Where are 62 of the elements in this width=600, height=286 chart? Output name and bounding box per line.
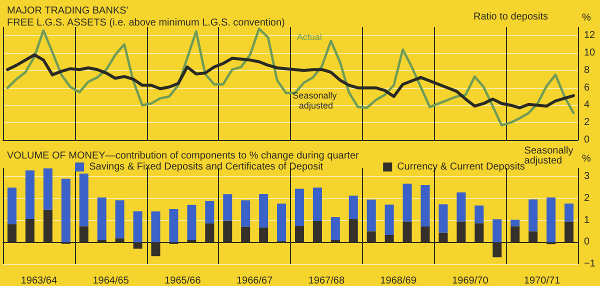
y-axis-title: % (582, 12, 591, 24)
bar (528, 199, 538, 232)
x-tick-label: 1967/68 (308, 276, 345, 286)
bar (79, 174, 88, 226)
bar (546, 197, 556, 242)
bar (402, 184, 412, 222)
bar (259, 194, 268, 228)
bar (205, 200, 214, 224)
bar (115, 200, 124, 238)
y-tick-label: 6 (584, 82, 590, 94)
x-tick-label: 1964/65 (92, 276, 130, 286)
bar (169, 209, 178, 242)
x-tick-label: 1970/71 (524, 276, 561, 286)
bar (438, 204, 448, 233)
bar (294, 188, 304, 226)
bar (564, 204, 574, 222)
bar (151, 211, 160, 242)
y-tick-label: 2 (584, 193, 590, 204)
legend-label: Savings & Fixed Deposits and Certificates of Deposit (89, 162, 324, 172)
x-tick-label: 1968/69 (380, 276, 417, 286)
y-tick-label: 4 (584, 100, 590, 111)
x-tick-label: 1965/66 (164, 276, 202, 286)
x-tick-label: 1966/67 (236, 276, 274, 286)
chart-title: MAJOR TRADING BANKS' (7, 6, 128, 16)
bar (492, 219, 502, 242)
bar (420, 185, 430, 226)
bar (187, 204, 196, 240)
text: Ratio to deposits (474, 12, 548, 22)
bar (348, 196, 358, 220)
bar (7, 188, 16, 224)
x-tick-label: 1963/64 (20, 276, 58, 286)
bar (456, 192, 466, 222)
bar (97, 197, 106, 240)
y-tick-label: −1 (584, 258, 596, 270)
bar (25, 170, 34, 220)
bar (312, 188, 322, 222)
bar (43, 168, 52, 210)
chart-title: VOLUME OF MONEY—contribution of components to % change during quarter (7, 150, 360, 162)
x-tick-label: 1969/70 (452, 276, 489, 286)
bar (510, 220, 520, 226)
bar (241, 200, 250, 227)
y-tick-label: 0 (584, 134, 590, 146)
bar (330, 217, 340, 240)
legend-label: Currency & Current Deposits (397, 162, 525, 172)
bar (61, 178, 70, 242)
text: Seasonally adjusted (524, 146, 576, 166)
y-axis-title: % (582, 154, 591, 164)
y-tick-label: 1 (584, 214, 590, 226)
y-tick-label: 0 (584, 236, 590, 248)
bar (223, 194, 232, 221)
bar (133, 211, 142, 242)
bar (366, 200, 376, 232)
y-tick-label: 12 (584, 30, 596, 42)
chart-subtitle: FREE L.G.S. ASSETS (i.e. above minimum L.G.S. convention) (7, 18, 285, 28)
bar (474, 206, 484, 224)
bar (277, 204, 286, 242)
bar (384, 204, 394, 235)
y-tick-label: 2 (584, 117, 590, 128)
line-series (6, 28, 575, 126)
y-tick-label: 8 (584, 64, 590, 76)
y-tick-label: 10 (584, 48, 596, 59)
y-tick-label: 3 (584, 171, 590, 182)
